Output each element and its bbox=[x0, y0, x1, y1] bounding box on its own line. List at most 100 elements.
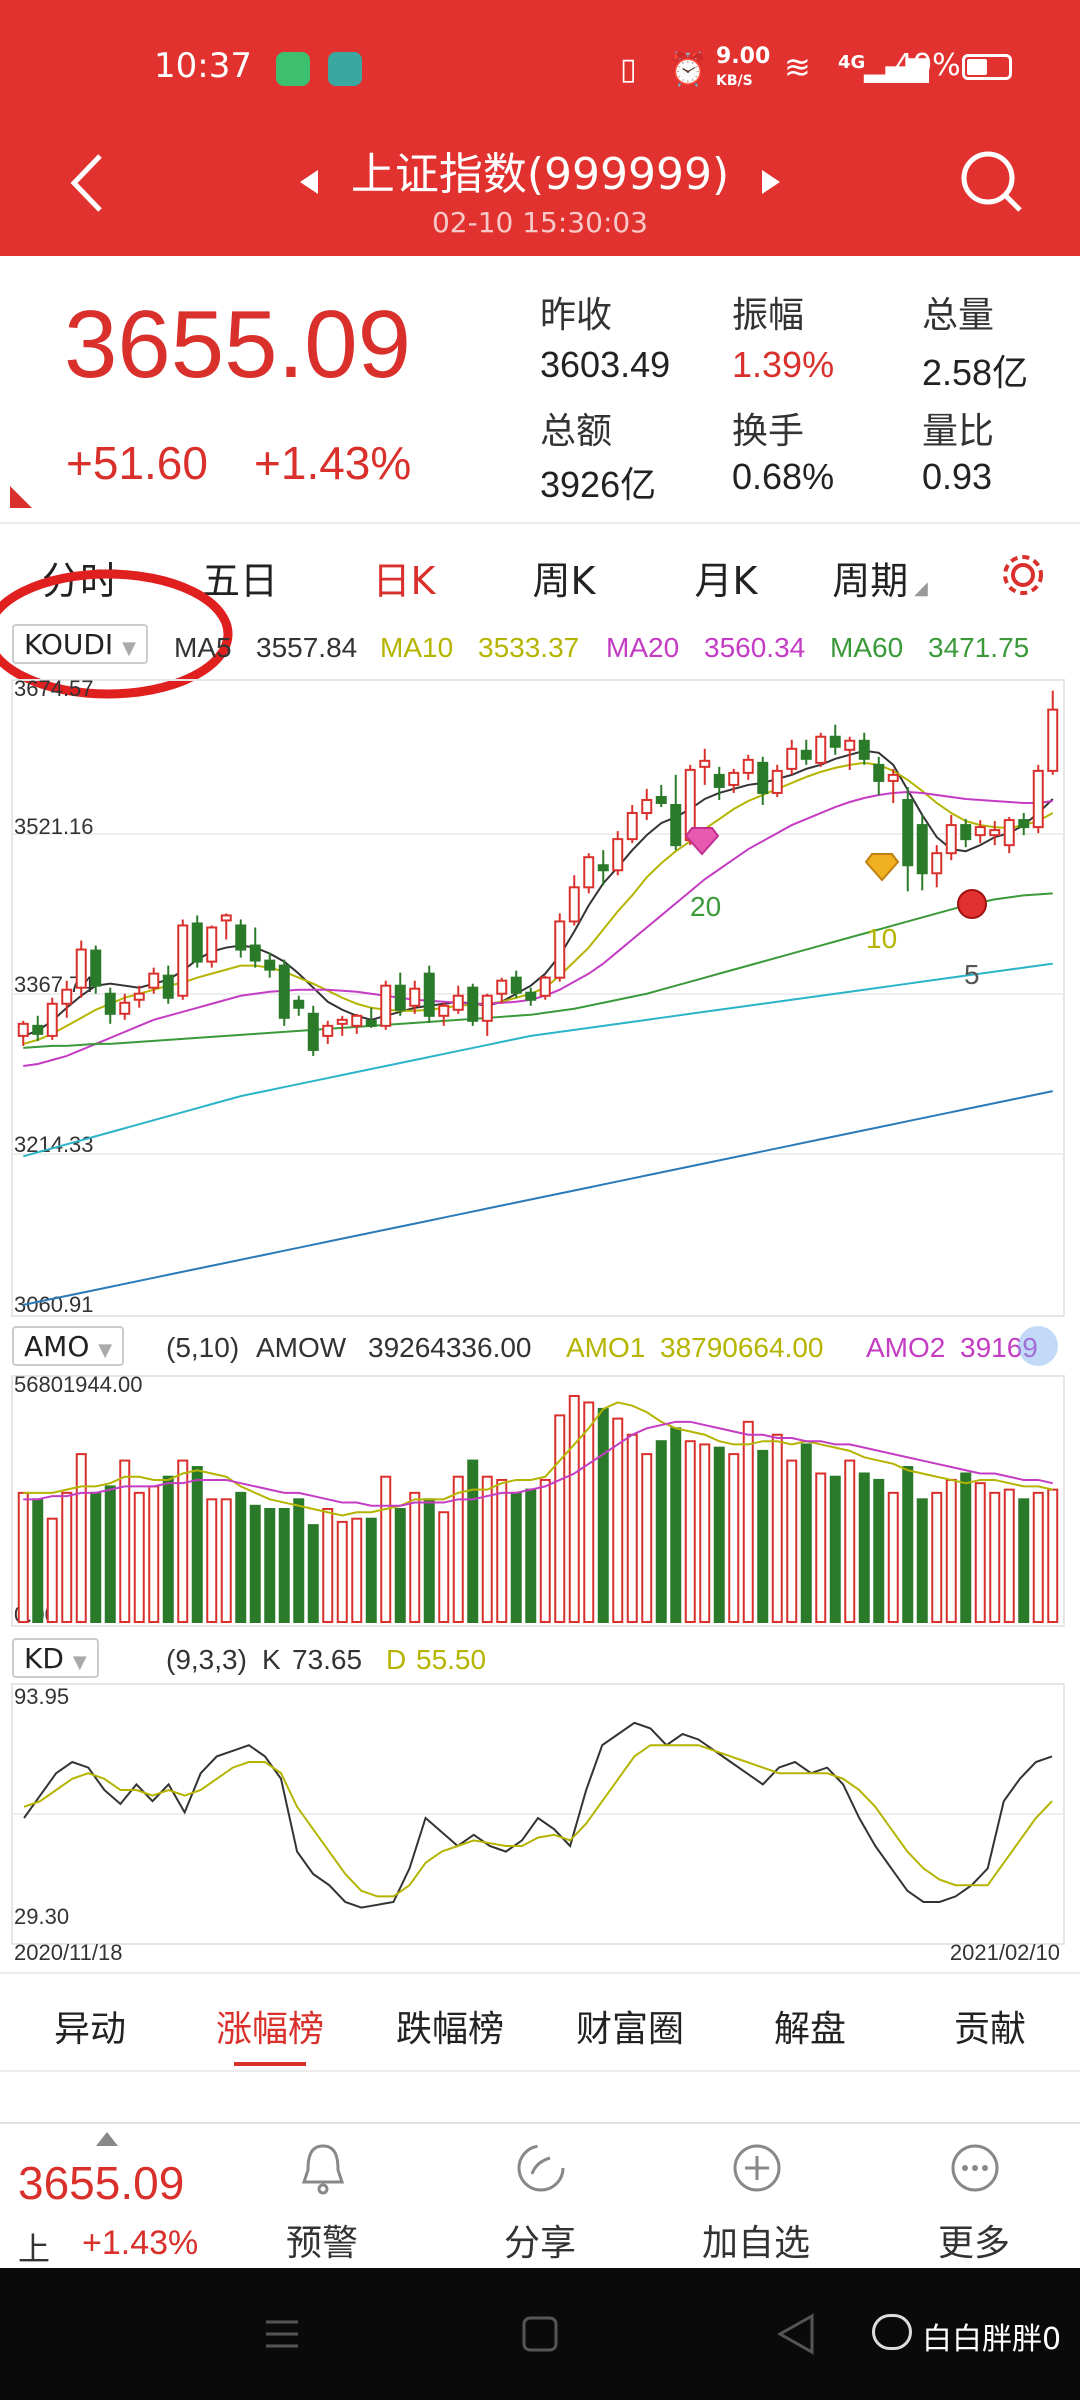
candle-body bbox=[336, 1018, 348, 1025]
pink-gem-icon bbox=[684, 827, 720, 856]
more-button[interactable]: 更多 bbox=[904, 2134, 1044, 2264]
candle-body bbox=[133, 992, 145, 1001]
candle-body bbox=[206, 926, 218, 963]
share-button[interactable]: 分享 bbox=[470, 2134, 610, 2264]
candle-body bbox=[800, 749, 812, 760]
battery-percent: 49% bbox=[894, 48, 961, 83]
stock-chart[interactable]: 3674.573521.163367.743214.333060.9120105… bbox=[0, 676, 1080, 1976]
tab-analysis[interactable]: 解盘 bbox=[773, 2009, 846, 2050]
battery-icon bbox=[962, 54, 1012, 80]
candle-body bbox=[177, 924, 189, 997]
amo-bar bbox=[293, 1498, 305, 1623]
back-icon[interactable] bbox=[66, 150, 106, 216]
candle-body bbox=[409, 987, 421, 1007]
candle-body bbox=[858, 739, 870, 760]
marker-label-20: 20 bbox=[690, 891, 721, 922]
ma60-line bbox=[23, 892, 1053, 1049]
floating-assistant-icon[interactable] bbox=[1018, 1326, 1058, 1366]
active-tab-indicator bbox=[234, 2062, 306, 2066]
tab-gainers[interactable]: 涨幅榜 bbox=[215, 2009, 324, 2050]
amo-bar bbox=[438, 1511, 450, 1624]
amo1-line bbox=[23, 1401, 1053, 1517]
dropdown-arrow-icon: ▼ bbox=[98, 1340, 113, 1361]
up-arrow-icon bbox=[96, 2132, 118, 2146]
k-line bbox=[23, 1721, 1053, 1909]
main-indicator-dropdown[interactable]: KOUDI ▼ bbox=[12, 624, 148, 664]
amo-bar bbox=[322, 1508, 334, 1623]
amo2-label: AMO2 bbox=[866, 1332, 946, 1363]
bell-icon bbox=[301, 2144, 345, 2195]
tab-monthly-k[interactable]: 月K bbox=[694, 559, 758, 603]
candle-body bbox=[467, 986, 479, 1022]
menu-nav-icon[interactable] bbox=[262, 2314, 302, 2354]
tab-five-day[interactable]: 五日 bbox=[201, 559, 278, 603]
ma120-line bbox=[22, 962, 1053, 1158]
mini-change: +1.43% bbox=[82, 2224, 199, 2262]
ma10-line bbox=[22, 761, 1054, 1045]
candle-body bbox=[481, 994, 493, 1022]
main-indicator-value: KOUDI bbox=[24, 628, 114, 661]
d-line bbox=[23, 1744, 1053, 1898]
divider bbox=[0, 2122, 1080, 2124]
amo-bar bbox=[641, 1453, 653, 1623]
amo-bar bbox=[1032, 1491, 1044, 1623]
stat-label: 量比 bbox=[922, 411, 995, 452]
amo-bar bbox=[148, 1485, 160, 1624]
wifi-icon: ≋ bbox=[784, 48, 811, 86]
alert-button[interactable]: 预警 bbox=[252, 2134, 392, 2264]
tab-abnormal[interactable]: 异动 bbox=[53, 2009, 126, 2050]
candle-body bbox=[1018, 819, 1030, 829]
add-watchlist-label: 加自选 bbox=[701, 2223, 810, 2264]
amo-bar bbox=[815, 1472, 827, 1623]
wechat-icon bbox=[872, 2314, 912, 2350]
amo-bar bbox=[191, 1466, 203, 1623]
back-nav-icon[interactable] bbox=[776, 2312, 816, 2356]
amo-bar bbox=[583, 1401, 595, 1624]
candle-body bbox=[539, 976, 551, 997]
candle-body bbox=[365, 1019, 377, 1027]
candle-body bbox=[90, 949, 102, 987]
settings-gear-icon[interactable] bbox=[998, 550, 1048, 600]
next-stock-icon[interactable] bbox=[760, 168, 782, 196]
candle-body bbox=[191, 922, 203, 963]
amo-bar bbox=[728, 1453, 740, 1623]
header-bar: 10:37 ▯ ⏰ 9.00 KB/S ≋ 4G ▂▄▆ 49% 上证指数(99… bbox=[0, 0, 1080, 256]
home-nav-icon[interactable] bbox=[520, 2314, 560, 2354]
plus-circle-icon bbox=[733, 2144, 781, 2192]
tab-losers[interactable]: 跌幅榜 bbox=[395, 2009, 504, 2050]
candle-body bbox=[568, 886, 580, 923]
candle-body bbox=[249, 944, 261, 962]
candle-body bbox=[104, 992, 116, 1015]
candle-body bbox=[220, 914, 232, 922]
candle-body bbox=[960, 824, 972, 841]
amo-bar bbox=[626, 1433, 638, 1623]
dropdown-arrow-icon: ▼ bbox=[122, 638, 136, 659]
amo-bar bbox=[351, 1517, 363, 1624]
ma60-value: 3471.75 bbox=[928, 632, 1030, 663]
candle-body bbox=[815, 735, 827, 764]
tab-wealth-circle[interactable]: 财富圈 bbox=[575, 2009, 684, 2050]
amo-bar bbox=[481, 1475, 493, 1624]
amo-bar bbox=[220, 1498, 232, 1623]
amo-bar bbox=[902, 1466, 914, 1623]
tab-daily-k[interactable]: 日K bbox=[372, 559, 436, 603]
amo-indicator-dropdown[interactable]: AMO ▼ bbox=[12, 1326, 125, 1366]
candle-body bbox=[510, 976, 522, 994]
amo-bar bbox=[844, 1459, 856, 1623]
tab-period[interactable]: 周期 ◢ bbox=[800, 550, 960, 605]
add-watchlist-button[interactable]: 加自选 bbox=[686, 2134, 826, 2264]
search-icon[interactable] bbox=[958, 148, 1024, 214]
candle-body bbox=[496, 979, 508, 995]
marker-label-5: 5 bbox=[964, 959, 980, 990]
watermark-text: 白白胖胖0 bbox=[922, 2322, 1062, 2357]
prev-stock-icon[interactable] bbox=[298, 168, 320, 196]
amo-bar bbox=[742, 1420, 754, 1623]
ma5-value: 3557.84 bbox=[256, 632, 358, 663]
annotation-circle bbox=[0, 569, 233, 699]
divider bbox=[0, 522, 1080, 524]
kd-indicator-dropdown[interactable]: KD ▼ bbox=[12, 1638, 99, 1678]
candle-body bbox=[742, 758, 754, 774]
tab-contribution[interactable]: 贡献 bbox=[953, 2009, 1026, 2050]
tab-weekly-k[interactable]: 周K bbox=[532, 559, 596, 603]
date-end: 2021/02/10 bbox=[950, 1940, 1060, 1965]
